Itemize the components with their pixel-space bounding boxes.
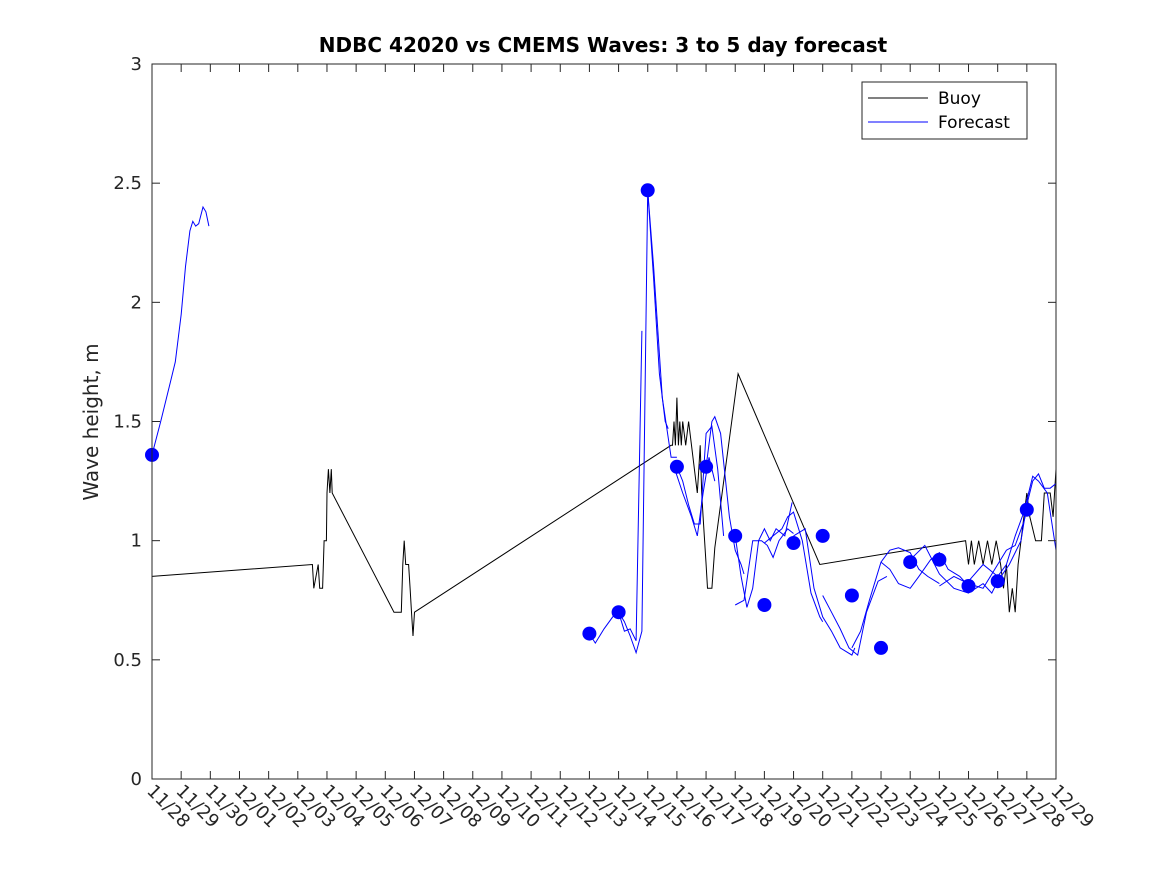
buoy-series <box>151 371 1057 637</box>
legend: Buoy Forecast <box>861 81 1028 140</box>
forecast-marker <box>699 459 714 474</box>
y-tick-label: 1 <box>131 531 142 552</box>
forecast-marker <box>815 528 830 543</box>
y-tick-label: 0 <box>131 769 142 790</box>
buoy-line <box>151 371 1057 637</box>
forecast-marker <box>640 183 655 198</box>
forecast-marker <box>961 579 976 593</box>
forecast-marker <box>874 640 888 655</box>
forecast-line <box>676 425 725 536</box>
forecast-marker <box>932 552 947 567</box>
forecast-line <box>909 544 999 594</box>
forecast-line <box>880 551 969 589</box>
forecast-line <box>851 547 940 649</box>
y-tick-label: 2.5 <box>113 173 142 194</box>
y-tick-label: 2 <box>131 292 142 313</box>
forecast-line <box>588 190 677 655</box>
y-tick-label: 1.5 <box>113 412 142 433</box>
forecast-marker <box>844 588 859 603</box>
forecast-marker <box>582 626 597 641</box>
legend-forecast-label: Forecast <box>938 113 1010 133</box>
forecast-marker <box>990 574 1005 589</box>
y-axis-label: Wave height, m <box>79 343 103 500</box>
legend-buoy-label: Buoy <box>938 89 981 109</box>
forecast-marker <box>786 536 801 550</box>
plot-area <box>152 64 1056 779</box>
forecast-line <box>793 527 856 656</box>
forecast-line <box>151 205 210 456</box>
y-axis: 0 0.5 1 1.5 2 2.5 3 <box>113 54 1056 790</box>
forecast-line <box>705 415 745 575</box>
legend-box <box>861 81 1028 140</box>
forecast-marker <box>669 459 684 474</box>
forecast-line <box>734 528 794 606</box>
forecast-markers <box>145 183 1034 655</box>
forecast-marker <box>728 528 743 543</box>
forecast-line <box>647 190 669 429</box>
forecast-line <box>968 475 1057 582</box>
forecast-line <box>822 575 888 657</box>
forecast-line <box>673 457 716 537</box>
y-tick-label: 3 <box>131 54 142 75</box>
forecast-line <box>764 511 824 622</box>
forecast-marker <box>903 555 918 570</box>
forecast-line <box>618 330 643 642</box>
forecast-line <box>997 472 1057 582</box>
forecast-line <box>939 509 1028 589</box>
forecast-series <box>151 190 1057 657</box>
forecast-marker <box>757 598 772 612</box>
chart-title: NDBC 42020 vs CMEMS Waves: 3 to 5 day fo… <box>319 33 888 57</box>
y-tick-label: 0.5 <box>113 650 142 671</box>
forecast-marker <box>1019 502 1034 517</box>
forecast-marker <box>611 605 626 620</box>
forecast-line <box>734 502 793 608</box>
